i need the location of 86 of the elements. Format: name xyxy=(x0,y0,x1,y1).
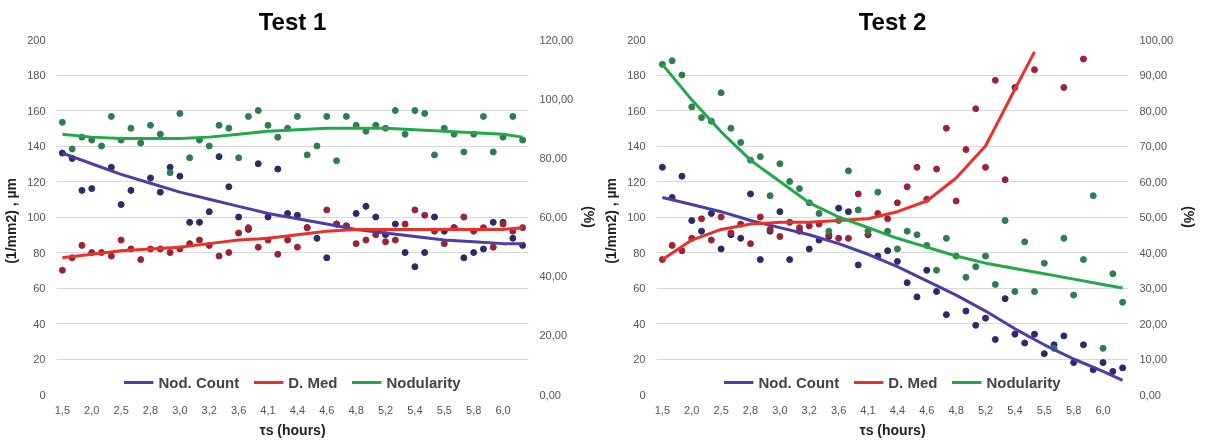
x-tick-label: 3,2 xyxy=(201,403,217,416)
x-tick-label: 2,5 xyxy=(713,403,729,416)
y2-tick-label: 60,00 xyxy=(539,211,568,223)
y2-tick-label: 20,00 xyxy=(539,329,568,342)
y-tick-label: 200 xyxy=(627,33,646,46)
y2-tick-label: 0,00 xyxy=(1139,388,1161,401)
x-tick-label: 6,0 xyxy=(495,403,511,416)
y2-tick-label: 100,00 xyxy=(539,92,574,105)
y-tick-label: 200 xyxy=(27,33,46,46)
x-tick-label: 5,4 xyxy=(407,403,423,416)
x-tick-label: 5,8 xyxy=(1066,403,1082,416)
x-tick-label: 4,6 xyxy=(919,403,935,416)
y2-tick-label: 100,00 xyxy=(1139,33,1174,46)
y-tick-label: 80 xyxy=(33,246,46,259)
x-tick-label: 5,5 xyxy=(436,403,452,416)
y-tick-label: 160 xyxy=(627,104,646,117)
y2-tick-label: 80,00 xyxy=(1139,104,1168,117)
x-axis-title: τs (hours) xyxy=(259,421,326,438)
y-tick-label: 60 xyxy=(633,282,646,294)
chart-title: Test 1 xyxy=(258,7,327,35)
x-tick-label: 2,5 xyxy=(113,403,129,416)
y2-tick-label: 30,00 xyxy=(1139,282,1168,294)
x-tick-label: 5,4 xyxy=(1007,403,1023,416)
y2-tick-label: 80,00 xyxy=(539,151,568,164)
y-tick-label: 40 xyxy=(33,317,46,330)
y2-tick-label: 20,00 xyxy=(1139,317,1168,330)
y-tick-label: 100 xyxy=(27,211,46,223)
x-tick-label: 4,8 xyxy=(348,403,364,416)
y2-tick-label: 120,00 xyxy=(539,33,574,46)
y-tick-label: 120 xyxy=(27,175,46,188)
y-tick-label: 140 xyxy=(27,140,46,152)
x-tick-label: 4,1 xyxy=(860,403,876,416)
x-tick-label: 4,8 xyxy=(948,403,964,416)
y-tick-label: 180 xyxy=(627,69,646,81)
x-tick-label: 2,0 xyxy=(684,403,700,416)
x-tick-label: 2,0 xyxy=(84,403,100,416)
y2-axis-title: (%) xyxy=(581,206,598,228)
x-tick-label: 3,0 xyxy=(772,403,788,416)
x-tick-label: 4,4 xyxy=(289,403,306,416)
y-tick-label: 180 xyxy=(27,69,46,81)
y-tick-label: 0 xyxy=(39,388,46,401)
legend-label: Nod. Count xyxy=(158,373,240,391)
x-tick-label: 3,6 xyxy=(231,403,247,416)
y-axis-title: (1/mm2) , µm xyxy=(3,177,20,264)
legend-label: D. Med xyxy=(288,373,338,391)
legend-label: Nodularity xyxy=(386,373,461,391)
x-tick-label: 3,2 xyxy=(801,403,817,416)
y-tick-label: 40 xyxy=(633,317,646,330)
y-tick-label: 80 xyxy=(633,246,646,259)
y2-tick-label: 90,00 xyxy=(1139,69,1168,81)
x-tick-label: 4,6 xyxy=(319,403,335,416)
y2-tick-label: 60,00 xyxy=(1139,175,1168,188)
x-tick-label: 5,5 xyxy=(1036,403,1052,416)
y-tick-label: 160 xyxy=(27,104,46,117)
y2-tick-label: 50,00 xyxy=(1139,211,1168,223)
y2-tick-label: 0,00 xyxy=(539,388,561,401)
legend-label: Nod. Count xyxy=(758,373,840,391)
y2-tick-label: 40,00 xyxy=(1139,246,1168,259)
y-tick-label: 20 xyxy=(33,353,46,365)
y-tick-label: 120 xyxy=(627,175,646,188)
y-tick-label: 140 xyxy=(627,140,646,152)
x-tick-label: 4,1 xyxy=(260,403,276,416)
y2-axis-title: (%) xyxy=(1181,206,1198,228)
y2-tick-label: 10,00 xyxy=(1139,353,1168,365)
chart-title: Test 2 xyxy=(858,7,927,35)
x-tick-label: 4,4 xyxy=(889,403,906,416)
legend-label: D. Med xyxy=(888,373,938,391)
x-tick-label: 5,8 xyxy=(466,403,482,416)
y-tick-label: 100 xyxy=(627,211,646,223)
x-tick-label: 5,2 xyxy=(377,403,394,416)
x-tick-label: 3,0 xyxy=(172,403,188,416)
x-tick-label: 1,5 xyxy=(54,403,71,416)
y-tick-label: 60 xyxy=(33,282,46,294)
x-tick-label: 2,8 xyxy=(142,403,159,416)
x-tick-label: 5,2 xyxy=(977,403,994,416)
y-tick-label: 0 xyxy=(639,388,646,401)
x-axis-title: τs (hours) xyxy=(859,421,926,438)
y-axis-title: (1/mm2) , µm xyxy=(603,177,620,264)
legend-label: Nodularity xyxy=(986,373,1061,391)
x-tick-label: 2,8 xyxy=(742,403,759,416)
y2-tick-label: 40,00 xyxy=(539,270,568,283)
x-tick-label: 6,0 xyxy=(1095,403,1111,416)
y2-tick-label: 70,00 xyxy=(1139,140,1168,152)
x-tick-label: 3,6 xyxy=(831,403,847,416)
x-tick-label: 1,5 xyxy=(654,403,671,416)
y-tick-label: 20 xyxy=(633,353,646,365)
